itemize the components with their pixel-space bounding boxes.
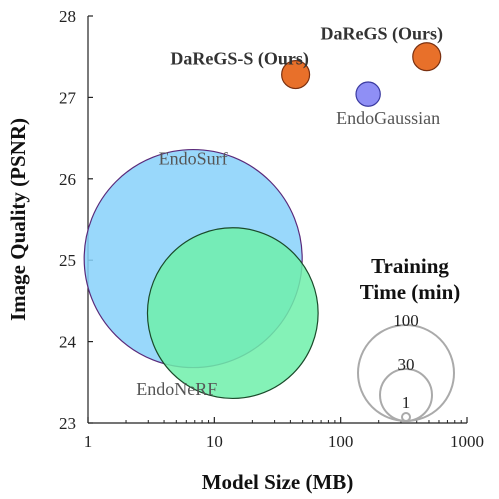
y-tick-label: 27: [59, 88, 77, 107]
x-axis-title: Model Size (MB): [202, 470, 354, 494]
legend-value-100: 100: [393, 311, 419, 330]
x-tick-label: 100: [328, 432, 354, 451]
legend-title-line1: Training: [371, 254, 449, 278]
y-tick-label: 24: [59, 333, 77, 352]
bubble-endogaussian: [355, 81, 381, 107]
y-tick-label: 28: [59, 7, 76, 26]
point-labels: EndoSurf EndoNeRF EndoGaussian DaReGS-S (Ou…: [136, 24, 443, 399]
y-tick-label: 26: [59, 170, 76, 189]
legend-title-line2: Time (min): [360, 280, 461, 304]
bubble-daregs-s-ours: [281, 60, 311, 90]
axes: 23 24 25 26 27 28 1 10 100 1000 Model Size (MB) Ima…: [6, 7, 484, 494]
y-axis-title: Image Quality (PSNR): [6, 118, 30, 321]
x-tick-label: 10: [206, 432, 223, 451]
label-daregs-ours: DaReGS (Ours): [320, 24, 443, 45]
y-tick-label: 25: [59, 251, 76, 270]
label-endosurf: EndoSurf: [159, 149, 228, 169]
bubble-daregs-ours: [412, 42, 442, 72]
label-endogaussian: EndoGaussian: [336, 108, 440, 128]
x-tick-label: 1: [84, 432, 93, 451]
bubble-endonerf: [146, 227, 319, 400]
legend-circle-1: [401, 412, 411, 422]
label-endonerf: EndoNeRF: [136, 379, 217, 399]
x-tick-label: 1000: [450, 432, 484, 451]
bubbles: [83, 42, 442, 400]
label-daregs-s-ours: DaReGS-S (Ours): [170, 49, 309, 70]
legend-value-30: 30: [398, 355, 415, 374]
y-tick-label: 23: [59, 414, 76, 433]
legend-value-1: 1: [402, 393, 411, 412]
